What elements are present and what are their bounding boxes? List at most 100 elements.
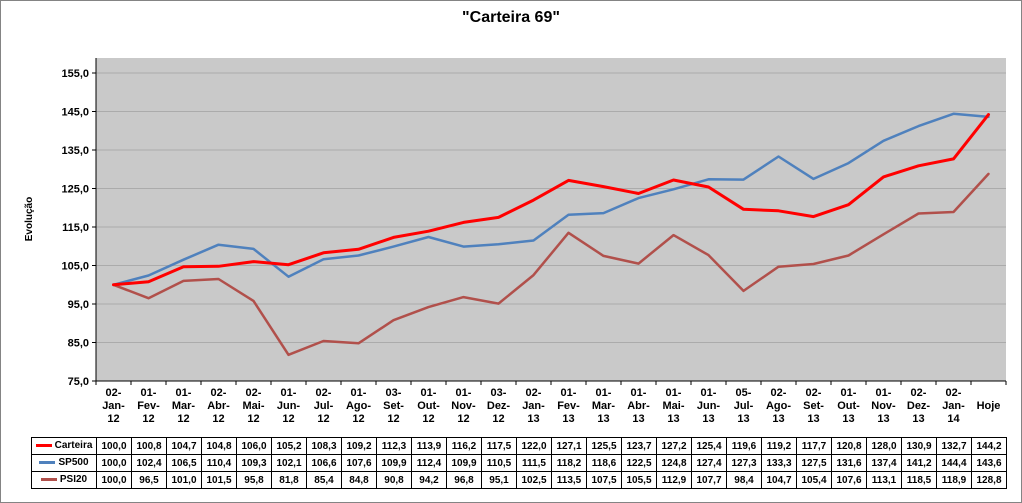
value-cell: 144,4 <box>936 454 972 472</box>
legend-line-icon <box>40 478 57 482</box>
x-category-label: 01-Nov-12 <box>451 387 476 425</box>
table-row-carteira: Carteira 100,0 100,8 104,7 104,8 106,0 105,2 10… <box>31 437 1007 455</box>
value-cell: 101,0 <box>166 471 202 489</box>
value-cell: 122,5 <box>621 454 657 472</box>
value-cell: 106,5 <box>166 454 202 472</box>
x-category-label: 02-Jul-12 <box>314 387 334 425</box>
value-cell: 123,7 <box>621 437 657 455</box>
value-cell: 95,8 <box>236 471 272 489</box>
value-cell: 105,2 <box>271 437 307 455</box>
value-cell: 110,4 <box>201 454 237 472</box>
data-table: Carteira 100,0 100,8 104,7 104,8 106,0 105,2 10… <box>31 437 1007 489</box>
x-category-label: 01-Jun-12 <box>277 387 301 425</box>
x-category-label: 01-Nov-13 <box>871 387 896 425</box>
value-cell: 125,5 <box>586 437 622 455</box>
value-cell: 110,5 <box>481 454 517 472</box>
value-cell: 113,1 <box>866 471 902 489</box>
value-cell: 128,0 <box>866 437 902 455</box>
value-cell: 137,4 <box>866 454 902 472</box>
x-category-label: 02-Mai-12 <box>243 387 265 425</box>
value-cell: 106,6 <box>306 454 342 472</box>
x-category-label: 01-Abr-13 <box>627 387 650 425</box>
y-tick-label: 105,0 <box>61 261 89 273</box>
legend-line-icon <box>35 444 52 448</box>
series-name: PSI20 <box>59 474 88 486</box>
value-cell: 128,8 <box>971 471 1007 489</box>
legend-key-sp500: SP500 <box>31 454 97 472</box>
x-category-label: 01-Jun-13 <box>697 387 721 425</box>
x-category-label: 05-Jul-13 <box>734 387 754 425</box>
plot-svg: 75,0 85,0 95,0 105,0 115,0 125,0 135,0 145,0 155… <box>61 58 1007 425</box>
y-tick-label: 95,0 <box>68 299 89 311</box>
value-cell: 109,9 <box>376 454 412 472</box>
y-tick-label: 155,0 <box>61 68 89 80</box>
x-category-label: 03-Dez-12 <box>487 387 511 425</box>
series-name: Carteira <box>54 440 93 452</box>
value-cell: 117,5 <box>481 437 517 455</box>
value-cell: 127,3 <box>726 454 762 472</box>
y-tick-label: 125,0 <box>61 184 89 196</box>
x-category-label: 02-Dez-13 <box>907 387 931 425</box>
value-cell: 144,2 <box>971 437 1007 455</box>
x-category-label: 01-Mar-13 <box>592 387 616 425</box>
legend-key-carteira: Carteira <box>31 437 97 455</box>
value-cell: 118,6 <box>586 454 622 472</box>
value-cell: 100,0 <box>96 471 132 489</box>
x-category-label: 01-Fev-12 <box>137 387 160 425</box>
value-cell: 127,4 <box>691 454 727 472</box>
value-cell: 105,4 <box>796 471 832 489</box>
value-cell: 117,7 <box>796 437 832 455</box>
value-cell: 109,3 <box>236 454 272 472</box>
x-category-label: Hoje <box>977 400 1001 412</box>
value-cell: 94,2 <box>411 471 447 489</box>
y-axis-title: Evolução <box>24 196 35 242</box>
value-cell: 84,8 <box>341 471 377 489</box>
value-cell: 106,0 <box>236 437 272 455</box>
value-cell: 122,0 <box>516 437 552 455</box>
value-cell: 98,4 <box>726 471 762 489</box>
x-category-label: 01-Fev-13 <box>557 387 580 425</box>
value-cell: 132,7 <box>936 437 972 455</box>
chart-title: "Carteira 69" <box>462 9 560 26</box>
y-tick-label: 75,0 <box>68 376 89 388</box>
value-cell: 119,2 <box>761 437 797 455</box>
value-cell: 143,6 <box>971 454 1007 472</box>
y-tick-label: 145,0 <box>61 107 89 119</box>
x-category-label: 01-Mar-12 <box>172 387 196 425</box>
value-cell: 102,4 <box>131 454 167 472</box>
x-category-label: 03-Set-12 <box>383 387 404 425</box>
value-cell: 113,9 <box>411 437 447 455</box>
x-category-label: 02-Jan-13 <box>522 387 545 425</box>
value-cell: 81,8 <box>271 471 307 489</box>
x-category-label: 02-Jan-12 <box>102 387 125 425</box>
value-cell: 104,8 <box>201 437 237 455</box>
series-line-sp500 <box>112 112 990 287</box>
x-category-label: 01-Out-12 <box>417 387 440 425</box>
value-cell: 133,3 <box>761 454 797 472</box>
x-category-label: 02-Abr-12 <box>207 387 230 425</box>
value-cell: 118,5 <box>901 471 937 489</box>
value-cell: 90,8 <box>376 471 412 489</box>
value-cell: 111,5 <box>516 454 552 472</box>
value-cell: 96,5 <box>131 471 167 489</box>
value-cell: 107,5 <box>586 471 622 489</box>
value-cell: 124,8 <box>656 454 692 472</box>
value-cell: 102,5 <box>516 471 552 489</box>
value-cell: 104,7 <box>166 437 202 455</box>
x-category-label: 02-Ago-13 <box>766 387 791 425</box>
series-name: SP500 <box>58 457 89 469</box>
x-category-label: 02-Jan-14 <box>942 387 965 425</box>
table-row-sp500: SP500 100,0 102,4 106,5 110,4 109,3 102,1 106,6… <box>31 454 1007 472</box>
value-cell: 109,9 <box>446 454 482 472</box>
value-cell: 116,2 <box>446 437 482 455</box>
value-cell: 100,8 <box>131 437 167 455</box>
value-cell: 107,7 <box>691 471 727 489</box>
value-cell: 109,2 <box>341 437 377 455</box>
data-table-wrap: Carteira 100,0 100,8 104,7 104,8 106,0 105,2 10… <box>31 437 1007 489</box>
plot-area <box>96 58 1006 381</box>
value-cell: 85,4 <box>306 471 342 489</box>
value-cell: 120,8 <box>831 437 867 455</box>
x-category-label: 02-Set-13 <box>803 387 824 425</box>
value-cell: 127,5 <box>796 454 832 472</box>
